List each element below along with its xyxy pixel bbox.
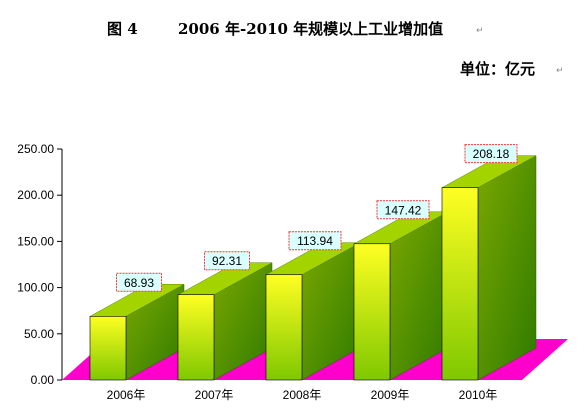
bar-front (265, 274, 303, 381)
data-label-text: 92.31 (212, 254, 242, 268)
y-tick-label: 0.00 (31, 373, 55, 387)
data-label: 68.93 (116, 272, 162, 292)
bar-front (353, 243, 391, 381)
bar-side (477, 155, 537, 381)
y-tick-label: 50.00 (24, 327, 54, 341)
data-label: 208.18 (464, 144, 518, 164)
y-tick-label: 150.00 (17, 234, 54, 248)
x-category-label: 2006年 (107, 388, 146, 402)
paragraph-mark-icon: ↵ (556, 66, 564, 76)
x-category-label: 2007年 (195, 388, 234, 402)
y-tick-label: 100.00 (17, 281, 54, 295)
figure-label: 图 4 (107, 20, 138, 38)
data-label-text: 208.18 (473, 147, 510, 161)
data-label-text: 147.42 (385, 203, 422, 217)
bar-2009年 (353, 211, 449, 381)
bar-2010年 (441, 155, 537, 381)
unit-label: 单位：亿元 (460, 60, 536, 78)
y-tick-label: 250.00 (17, 142, 54, 156)
bar-front (89, 316, 127, 381)
data-label-box (464, 144, 518, 164)
paragraph-mark-icon: ↵ (476, 26, 484, 36)
data-label: 92.31 (204, 251, 250, 271)
data-label-box (204, 251, 250, 271)
data-label-text: 68.93 (124, 276, 154, 290)
data-label-box (376, 200, 430, 220)
bar-front (441, 187, 479, 381)
data-label-box (116, 272, 162, 292)
bar-2008年 (265, 242, 361, 381)
x-category-label: 2008年 (283, 388, 322, 402)
x-category-label: 2010年 (459, 388, 498, 402)
x-category-label: 2009年 (371, 388, 410, 402)
data-label-box (288, 231, 342, 251)
chart-title: 2006 年-2010 年规模以上工业增加值 (178, 20, 444, 38)
data-label: 113.94 (288, 231, 342, 251)
bar-2006年 (89, 283, 185, 381)
y-tick-label: 200.00 (17, 188, 54, 202)
bar-front (177, 294, 215, 381)
data-label-text: 113.94 (297, 234, 333, 248)
bar-2007年 (177, 262, 273, 381)
data-label: 147.42 (376, 200, 430, 220)
